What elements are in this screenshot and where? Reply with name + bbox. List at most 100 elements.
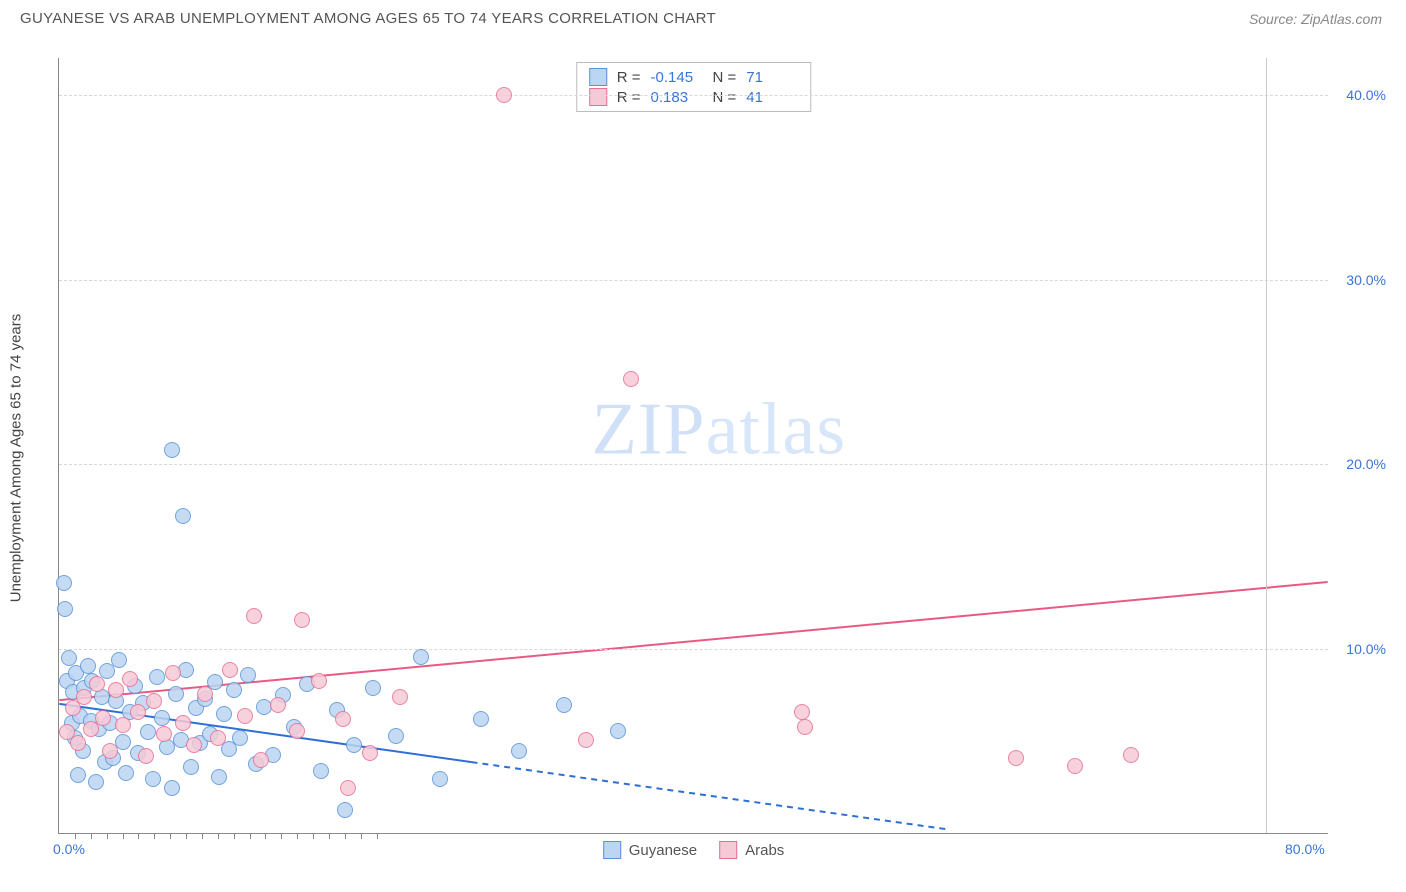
point-arabs (122, 671, 138, 687)
watermark: ZIPatlas (592, 388, 847, 473)
point-arabs (138, 748, 154, 764)
point-arabs (253, 752, 269, 768)
point-arabs (156, 726, 172, 742)
gridline (59, 649, 1328, 650)
point-guyanese (610, 723, 626, 739)
x-tick-mark (123, 833, 124, 839)
point-guyanese (140, 724, 156, 740)
point-arabs (496, 87, 512, 103)
legend-label: Arabs (745, 842, 784, 859)
point-arabs (89, 676, 105, 692)
point-arabs (146, 693, 162, 709)
point-arabs (311, 673, 327, 689)
x-tick-mark (297, 833, 298, 839)
gridline (59, 95, 1328, 96)
r-label: R = (617, 69, 641, 86)
x-tick-label: 80.0% (1285, 841, 1325, 857)
x-tick-mark (361, 833, 362, 839)
legend-row-arabs: R = 0.183 N = 41 (589, 87, 799, 107)
point-guyanese (337, 802, 353, 818)
point-guyanese (118, 765, 134, 781)
chart-container: Unemployment Among Ages 65 to 74 years Z… (44, 58, 1384, 858)
point-guyanese (175, 508, 191, 524)
point-arabs (175, 715, 191, 731)
point-guyanese (111, 652, 127, 668)
point-guyanese (511, 743, 527, 759)
x-tick-mark (91, 833, 92, 839)
point-arabs (70, 735, 86, 751)
x-tick-mark (107, 833, 108, 839)
gridline (59, 464, 1328, 465)
gridline (59, 280, 1328, 281)
point-guyanese (226, 682, 242, 698)
point-guyanese (432, 771, 448, 787)
point-guyanese (80, 658, 96, 674)
point-guyanese (313, 763, 329, 779)
point-guyanese (240, 667, 256, 683)
point-guyanese (346, 737, 362, 753)
source-attribution: Source: ZipAtlas.com (1249, 11, 1382, 27)
x-tick-mark (75, 833, 76, 839)
y-tick-label: 20.0% (1346, 456, 1386, 472)
n-value-arabs: 41 (746, 89, 798, 106)
point-guyanese (164, 442, 180, 458)
x-tick-mark (329, 833, 330, 839)
x-tick-mark (313, 833, 314, 839)
n-value-guyanese: 71 (746, 69, 798, 86)
point-arabs (222, 662, 238, 678)
n-label: N = (713, 69, 737, 86)
point-arabs (362, 745, 378, 761)
x-tick-mark (377, 833, 378, 839)
swatch-arabs (589, 88, 607, 106)
point-arabs (335, 711, 351, 727)
point-guyanese (164, 780, 180, 796)
point-guyanese (56, 575, 72, 591)
point-arabs (294, 612, 310, 628)
point-guyanese (57, 601, 73, 617)
point-arabs (83, 721, 99, 737)
x-tick-mark (138, 833, 139, 839)
x-tick-mark (345, 833, 346, 839)
point-arabs (165, 665, 181, 681)
point-arabs (76, 689, 92, 705)
point-guyanese (154, 710, 170, 726)
point-guyanese (216, 706, 232, 722)
correlation-legend: R = -0.145 N = 71 R = 0.183 N = 41 (576, 62, 812, 112)
point-guyanese (61, 650, 77, 666)
point-guyanese (183, 759, 199, 775)
point-arabs (578, 732, 594, 748)
point-arabs (623, 371, 639, 387)
point-guyanese (232, 730, 248, 746)
vertical-guide (1266, 58, 1267, 833)
n-label: N = (713, 89, 737, 106)
point-arabs (246, 608, 262, 624)
point-arabs (108, 682, 124, 698)
swatch-arabs (719, 841, 737, 859)
x-tick-mark (202, 833, 203, 839)
r-value-arabs: 0.183 (651, 89, 703, 106)
point-guyanese (556, 697, 572, 713)
point-arabs (1067, 758, 1083, 774)
plot-area: ZIPatlas R = -0.145 N = 71 R = 0.183 N =… (58, 58, 1328, 834)
x-tick-mark (281, 833, 282, 839)
y-tick-label: 40.0% (1346, 87, 1386, 103)
legend-row-guyanese: R = -0.145 N = 71 (589, 67, 799, 87)
point-guyanese (88, 774, 104, 790)
point-arabs (340, 780, 356, 796)
point-arabs (102, 743, 118, 759)
y-tick-label: 30.0% (1346, 272, 1386, 288)
x-tick-mark (170, 833, 171, 839)
point-arabs (794, 704, 810, 720)
legend-item-guyanese: Guyanese (603, 841, 697, 859)
chart-title: GUYANESE VS ARAB UNEMPLOYMENT AMONG AGES… (20, 10, 716, 27)
point-guyanese (70, 767, 86, 783)
point-arabs (210, 730, 226, 746)
x-tick-mark (265, 833, 266, 839)
x-tick-label: 0.0% (53, 841, 85, 857)
x-tick-mark (186, 833, 187, 839)
swatch-guyanese (589, 68, 607, 86)
point-arabs (289, 723, 305, 739)
point-guyanese (145, 771, 161, 787)
x-tick-mark (250, 833, 251, 839)
y-tick-label: 10.0% (1346, 641, 1386, 657)
